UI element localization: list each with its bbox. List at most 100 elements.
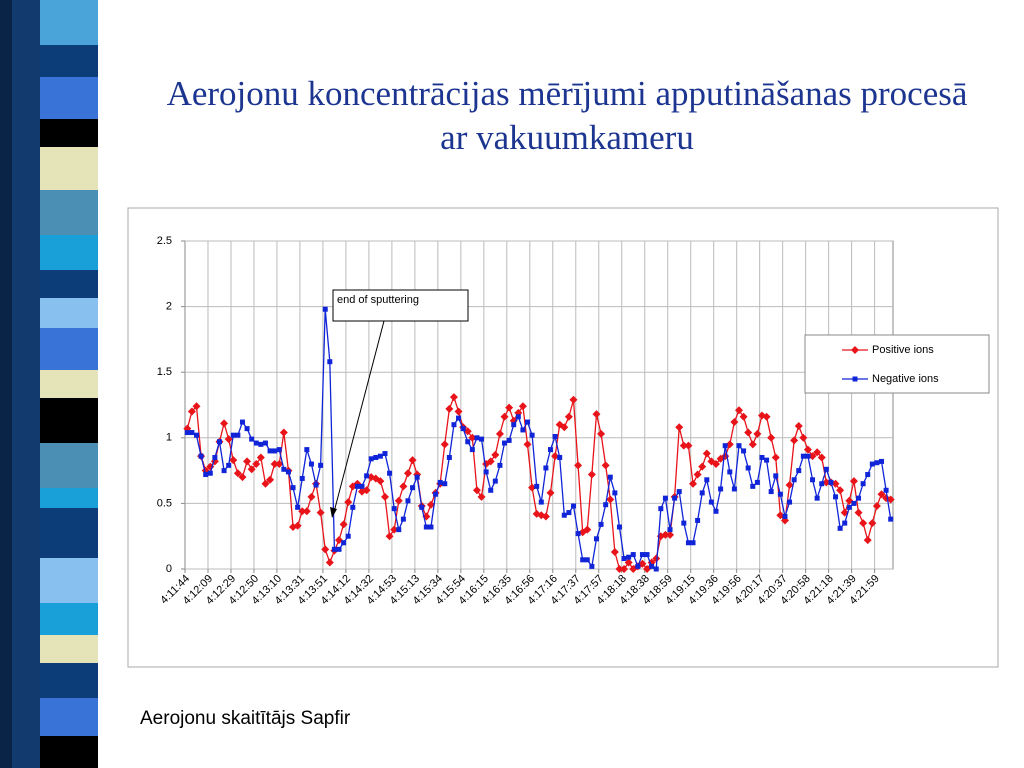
data-point: [281, 466, 287, 472]
data-point: [335, 536, 344, 545]
data-point: [207, 470, 213, 476]
data-point: [472, 486, 481, 495]
data-point: [373, 454, 379, 460]
data-point: [276, 447, 282, 453]
data-point: [285, 469, 291, 475]
data-point: [506, 437, 512, 443]
data-point: [644, 552, 650, 558]
data-point: [492, 478, 498, 484]
data-point: [502, 440, 508, 446]
data-point: [410, 485, 416, 491]
data-point: [831, 479, 840, 488]
data-point: [468, 433, 477, 442]
data-point: [187, 407, 196, 416]
data-point: [836, 486, 845, 495]
data-point: [391, 506, 397, 512]
data-point: [321, 545, 330, 554]
data-point: [184, 430, 190, 436]
data-point: [718, 486, 724, 492]
data-point: [497, 462, 503, 468]
data-point: [423, 524, 429, 530]
data-point: [791, 477, 797, 483]
data-point: [808, 452, 817, 461]
data-point: [534, 483, 540, 489]
data-point: [523, 440, 532, 449]
data-point: [764, 457, 770, 463]
data-point: [817, 453, 826, 462]
data-point: [852, 376, 858, 382]
data-point: [722, 443, 728, 449]
y-tick-label: 2.5: [157, 235, 172, 247]
data-point: [794, 421, 803, 430]
data-point: [302, 507, 311, 516]
data-point: [399, 482, 408, 491]
data-point: [244, 426, 250, 432]
data-point: [339, 520, 348, 529]
data-point: [868, 519, 877, 528]
data-point: [322, 306, 328, 312]
data-point: [252, 460, 261, 469]
data-point: [511, 422, 517, 428]
data-point: [308, 461, 314, 467]
data-point: [583, 525, 592, 534]
data-point: [695, 517, 701, 523]
data-point: [295, 504, 301, 510]
data-point: [584, 557, 590, 563]
data-point: [689, 479, 698, 488]
data-point: [437, 479, 443, 485]
data-point: [546, 488, 555, 497]
data-point: [727, 469, 733, 475]
data-point: [445, 404, 454, 413]
data-point: [649, 563, 655, 569]
data-point: [750, 483, 756, 489]
data-point: [888, 516, 894, 522]
data-point: [261, 479, 270, 488]
data-point: [229, 456, 238, 465]
data-point: [661, 530, 670, 539]
data-point: [359, 483, 365, 489]
data-point: [426, 500, 435, 509]
data-point: [325, 558, 334, 567]
data-point: [739, 412, 748, 421]
data-point: [587, 470, 596, 479]
legend-label: Negative ions: [872, 373, 939, 385]
data-point: [856, 495, 862, 501]
data-point: [390, 525, 399, 534]
data-point: [681, 520, 687, 526]
data-point: [528, 483, 537, 492]
data-point: [616, 524, 622, 530]
data-point: [298, 507, 307, 516]
data-point: [860, 481, 866, 487]
data-point: [744, 428, 753, 437]
data-point: [547, 447, 553, 453]
data-point: [327, 359, 333, 365]
data-point: [601, 461, 610, 470]
data-point: [741, 448, 747, 454]
data-point: [403, 469, 412, 478]
data-point: [341, 540, 347, 546]
data-point: [541, 512, 550, 521]
data-point: [428, 524, 434, 530]
data-point: [238, 473, 247, 482]
data-point: [624, 558, 633, 567]
data-point: [874, 460, 880, 466]
data-point: [813, 448, 822, 457]
data-point: [520, 427, 526, 433]
data-point: [635, 563, 641, 569]
data-point: [822, 478, 831, 487]
data-point: [569, 395, 578, 404]
data-point: [803, 445, 812, 454]
y-tick-label: 0: [166, 563, 172, 575]
data-point: [220, 419, 229, 428]
y-tick-label: 0.5: [157, 497, 172, 509]
data-point: [854, 508, 863, 517]
data-point: [456, 415, 462, 421]
slide-title: Aerojonu koncentrācijas mērījumi apputin…: [166, 74, 968, 157]
data-point: [212, 454, 218, 460]
data-point: [698, 462, 707, 471]
data-point: [189, 430, 195, 436]
data-point: [376, 477, 385, 486]
data-point: [505, 403, 514, 412]
data-point: [592, 410, 601, 419]
